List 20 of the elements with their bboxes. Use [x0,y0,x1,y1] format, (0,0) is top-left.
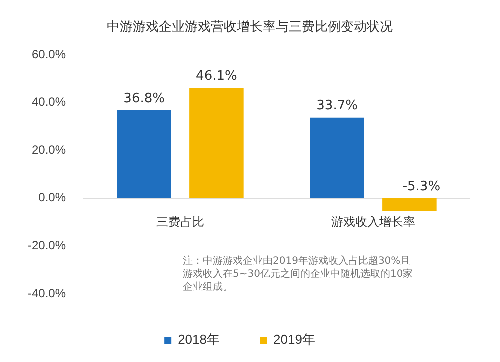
y-tick-label: 40.0% [32,95,66,110]
y-tick-label: -20.0% [28,238,66,253]
bar [190,88,244,198]
chart-title: 中游游戏企业游戏营收增长率与三费比例变动状况 [106,19,394,36]
x-tick-label: 游戏收入增长率 [332,214,416,229]
data-label: -5.3% [402,179,441,194]
data-label: 33.7% [316,98,358,114]
bar [382,198,437,212]
legend-label: 2019年 [274,332,316,348]
data-label: 36.8% [124,91,165,106]
y-tick-label: 60.0% [32,47,66,62]
bar [310,118,364,198]
y-tick-label: -40.0% [28,286,66,300]
annotation: 注：中游游戏企业由2019年游戏收入占比超30%且游戏收入在5~30亿元之间的企业中随机选取的10家企业组成。 [183,255,414,294]
data-label: 46.1% [196,69,238,84]
y-tick-label: 0.0% [38,190,66,205]
y-tick-label: 20.0% [32,142,66,157]
legend-label: 2018年 [178,332,220,348]
bar [117,110,172,198]
x-tick-label: 三费占比 [156,214,205,229]
